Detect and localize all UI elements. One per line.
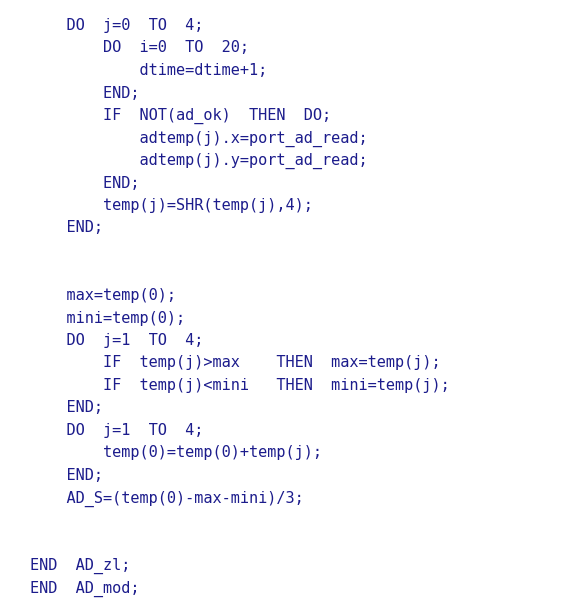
Text: END  AD_zl;: END AD_zl; <box>30 558 131 574</box>
Text: max=temp(0);: max=temp(0); <box>30 288 176 303</box>
Text: END;: END; <box>30 468 103 483</box>
Text: adtemp(j).x=port_ad_read;: adtemp(j).x=port_ad_read; <box>30 130 368 147</box>
Text: END;: END; <box>30 220 103 236</box>
Text: IF  temp(j)<mini   THEN  mini=temp(j);: IF temp(j)<mini THEN mini=temp(j); <box>30 378 450 393</box>
Text: dtime=dtime+1;: dtime=dtime+1; <box>30 63 267 78</box>
Text: temp(j)=SHR(temp(j),4);: temp(j)=SHR(temp(j),4); <box>30 198 313 213</box>
Text: DO  i=0  TO  20;: DO i=0 TO 20; <box>30 40 249 56</box>
Text: IF  NOT(ad_ok)  THEN  DO;: IF NOT(ad_ok) THEN DO; <box>30 108 331 124</box>
Text: DO  j=0  TO  4;: DO j=0 TO 4; <box>30 18 203 33</box>
Text: DO  j=1  TO  4;: DO j=1 TO 4; <box>30 333 203 348</box>
Text: END  AD_mod;: END AD_mod; <box>30 581 140 597</box>
Text: END;: END; <box>30 176 140 190</box>
Text: END;: END; <box>30 86 140 100</box>
Text: IF  temp(j)>max    THEN  max=temp(j);: IF temp(j)>max THEN max=temp(j); <box>30 356 441 370</box>
Text: temp(0)=temp(0)+temp(j);: temp(0)=temp(0)+temp(j); <box>30 446 322 460</box>
Text: END;: END; <box>30 400 103 416</box>
Text: AD_S=(temp(0)-max-mini)/3;: AD_S=(temp(0)-max-mini)/3; <box>30 490 304 507</box>
Text: mini=temp(0);: mini=temp(0); <box>30 310 185 326</box>
Text: adtemp(j).y=port_ad_read;: adtemp(j).y=port_ad_read; <box>30 153 368 169</box>
Text: DO  j=1  TO  4;: DO j=1 TO 4; <box>30 423 203 438</box>
